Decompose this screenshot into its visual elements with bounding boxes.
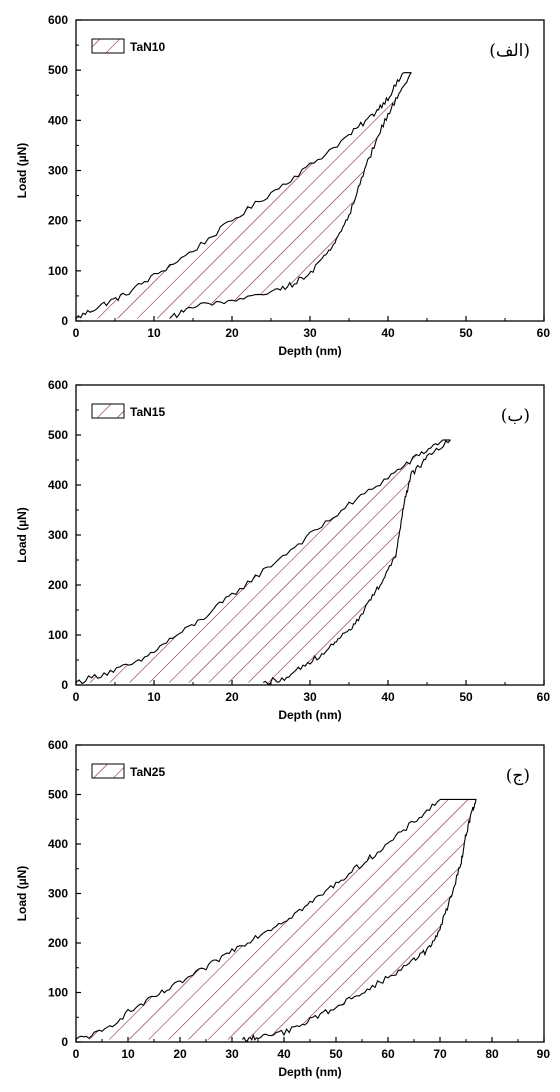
x-tick-label: 0 bbox=[73, 690, 80, 704]
x-tick-label: 60 bbox=[381, 1047, 395, 1061]
legend-swatch bbox=[91, 38, 125, 54]
x-tick-label: 40 bbox=[381, 326, 395, 340]
y-axis-title: Load (µN) bbox=[15, 143, 29, 199]
x-tick-label: 20 bbox=[225, 326, 239, 340]
loading-curve bbox=[75, 72, 404, 319]
y-tick-label: 0 bbox=[61, 678, 68, 692]
x-tick-label: 50 bbox=[459, 326, 473, 340]
y-tick-label: 0 bbox=[61, 1035, 68, 1049]
x-tick-label: 10 bbox=[147, 326, 161, 340]
y-axis-title: Load (µN) bbox=[15, 866, 29, 922]
x-tick-label: 0 bbox=[73, 326, 80, 340]
chart-panel-1: 0 100 200 300 400 500 600 0 10 20 30 40 50 60 Depth (n… bbox=[15, 13, 550, 358]
legend-label: TaN25 bbox=[130, 765, 165, 779]
y-tick-label: 600 bbox=[48, 378, 68, 392]
y-tick-label: 500 bbox=[48, 788, 68, 802]
chart-panel-2: 0 100 200 300 400 500 600 0 10 20 30 40 50 60 Depth (n… bbox=[15, 378, 550, 722]
legend-swatch bbox=[91, 763, 125, 779]
y-tick-label: 300 bbox=[48, 528, 68, 542]
panel-label: (الف) bbox=[489, 41, 530, 61]
x-tick-label: 30 bbox=[303, 326, 317, 340]
panel-label: (ج) bbox=[506, 766, 530, 786]
y-tick-label: 600 bbox=[48, 13, 68, 27]
x-tick-label: 10 bbox=[121, 1047, 135, 1061]
y-tick-label: 100 bbox=[48, 264, 68, 278]
x-axis-title: Depth (nm) bbox=[278, 1065, 341, 1079]
chart-panel-3: 0 100 200 300 400 500 600 0 10 20 30 40 50 60 70 80 90 De… bbox=[15, 738, 550, 1079]
y-tick-label: 200 bbox=[48, 578, 68, 592]
legend-label: TaN15 bbox=[130, 405, 165, 419]
y-tick-label: 400 bbox=[48, 837, 68, 851]
unloading-curve bbox=[169, 72, 412, 319]
x-tick-label: 30 bbox=[225, 1047, 239, 1061]
x-tick-label: 20 bbox=[225, 690, 239, 704]
unloading-curve bbox=[241, 798, 477, 1043]
x-tick-label: 30 bbox=[303, 690, 317, 704]
y-tick-label: 600 bbox=[48, 738, 68, 752]
legend-swatch bbox=[91, 403, 125, 419]
panel-label: (ب) bbox=[501, 406, 530, 426]
loading-curve bbox=[75, 439, 443, 685]
y-tick-label: 0 bbox=[61, 314, 68, 328]
x-tick-label: 0 bbox=[73, 1047, 80, 1061]
y-tick-label: 500 bbox=[48, 428, 68, 442]
x-tick-label: 40 bbox=[277, 1047, 291, 1061]
y-tick-label: 300 bbox=[48, 164, 68, 178]
y-tick-label: 500 bbox=[48, 63, 68, 77]
y-tick-label: 400 bbox=[48, 113, 68, 127]
y-tick-label: 200 bbox=[48, 936, 68, 950]
x-tick-label: 90 bbox=[537, 1047, 551, 1061]
x-axis-title: Depth (nm) bbox=[278, 708, 341, 722]
x-tick-label: 50 bbox=[459, 690, 473, 704]
x-tick-label: 20 bbox=[173, 1047, 187, 1061]
hysteresis-area bbox=[76, 72, 412, 319]
x-axis-title: Depth (nm) bbox=[278, 344, 341, 358]
y-axis-title: Load (µN) bbox=[15, 507, 29, 563]
y-tick-label: 400 bbox=[48, 478, 68, 492]
loading-curve bbox=[75, 799, 441, 1040]
x-tick-label: 80 bbox=[485, 1047, 499, 1061]
x-tick-label: 40 bbox=[381, 690, 395, 704]
x-tick-label: 60 bbox=[537, 326, 551, 340]
hysteresis-area bbox=[76, 440, 451, 684]
legend-label: TaN10 bbox=[130, 40, 165, 54]
y-tick-label: 100 bbox=[48, 628, 68, 642]
y-tick-label: 200 bbox=[48, 214, 68, 228]
x-tick-label: 70 bbox=[433, 1047, 447, 1061]
x-tick-label: 10 bbox=[147, 690, 161, 704]
x-tick-label: 60 bbox=[537, 690, 551, 704]
x-tick-label: 50 bbox=[329, 1047, 343, 1061]
hysteresis-area bbox=[76, 799, 477, 1042]
y-tick-label: 300 bbox=[48, 887, 68, 901]
unloading-curve bbox=[262, 439, 451, 685]
y-tick-label: 100 bbox=[48, 986, 68, 1000]
